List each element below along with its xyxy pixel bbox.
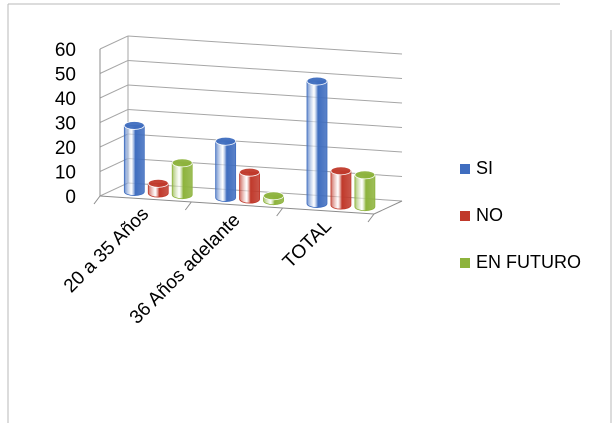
gridline-left-60	[99, 35, 129, 50]
y-tick-label: 60	[55, 40, 76, 61]
legend-swatch-si	[460, 164, 470, 174]
bar-en-futuro-0	[171, 158, 193, 200]
bar-body	[215, 140, 237, 202]
legend-label-en-futuro: EN FUTURO	[476, 252, 581, 272]
y-tick-label: 20	[55, 138, 76, 159]
legend-swatch-no	[460, 211, 470, 221]
floor-right-edge	[373, 200, 403, 215]
bar-si-1	[215, 136, 237, 202]
legend-label-si: SI	[476, 158, 493, 178]
legend-label-no: NO	[476, 205, 503, 225]
bar-body	[306, 80, 328, 208]
bar-body	[239, 171, 260, 204]
bar-top	[147, 178, 169, 188]
y-tick-label: 50	[55, 65, 76, 86]
legend-swatch-en-futuro	[460, 258, 470, 268]
y-tick-label: 40	[55, 89, 76, 110]
x-tick-mark	[184, 201, 192, 211]
gridline-left-50	[99, 60, 129, 74]
gridlines	[99, 35, 403, 202]
bar-top	[171, 158, 193, 168]
bar-body	[354, 174, 376, 212]
gridline-left-40	[99, 84, 129, 99]
gridline-50	[127, 60, 403, 79]
gridline-left-20	[99, 133, 129, 148]
x-axis-front	[99, 195, 375, 215]
bar-en-futuro-1	[263, 191, 284, 206]
bar-si-0	[123, 121, 145, 196]
gridline-left-10	[99, 158, 129, 172]
bar-body	[171, 162, 193, 200]
x-tick-mark	[93, 195, 101, 205]
gridline-30	[127, 109, 403, 128]
bar-no-0	[147, 178, 169, 198]
bar-top	[330, 166, 352, 176]
bar-body	[330, 170, 352, 210]
bar-no-1	[239, 167, 261, 204]
gridline-left-30	[99, 109, 129, 123]
bar-top	[239, 167, 261, 177]
bar-top	[123, 121, 145, 130]
x-tick-mark	[276, 207, 284, 217]
gridline-60	[127, 35, 403, 55]
gridline-left-0	[99, 182, 129, 197]
y-tick-label: 0	[65, 187, 76, 208]
bar-no-2	[330, 166, 352, 210]
x-tick-mark	[367, 213, 375, 223]
y-tick-label: 10	[55, 163, 76, 184]
y-axis-ticks: 0 10 20 30 40 50 60	[55, 40, 76, 208]
bar-en-futuro-2	[354, 170, 376, 212]
bar-top	[354, 170, 376, 180]
bars	[123, 76, 376, 212]
bar-top	[263, 191, 284, 201]
bar-top	[306, 76, 328, 86]
legend: SI NO EN FUTURO	[460, 158, 581, 272]
bar-top	[215, 136, 237, 146]
x-tick-label: 20 a 35 Años	[60, 204, 153, 297]
gridline-40	[127, 84, 403, 104]
bar-si-2	[306, 76, 328, 208]
bar-body	[123, 125, 145, 196]
y-tick-label: 30	[55, 114, 76, 135]
gridline-20	[127, 133, 403, 153]
x-tick-label: TOTAL	[279, 216, 336, 273]
